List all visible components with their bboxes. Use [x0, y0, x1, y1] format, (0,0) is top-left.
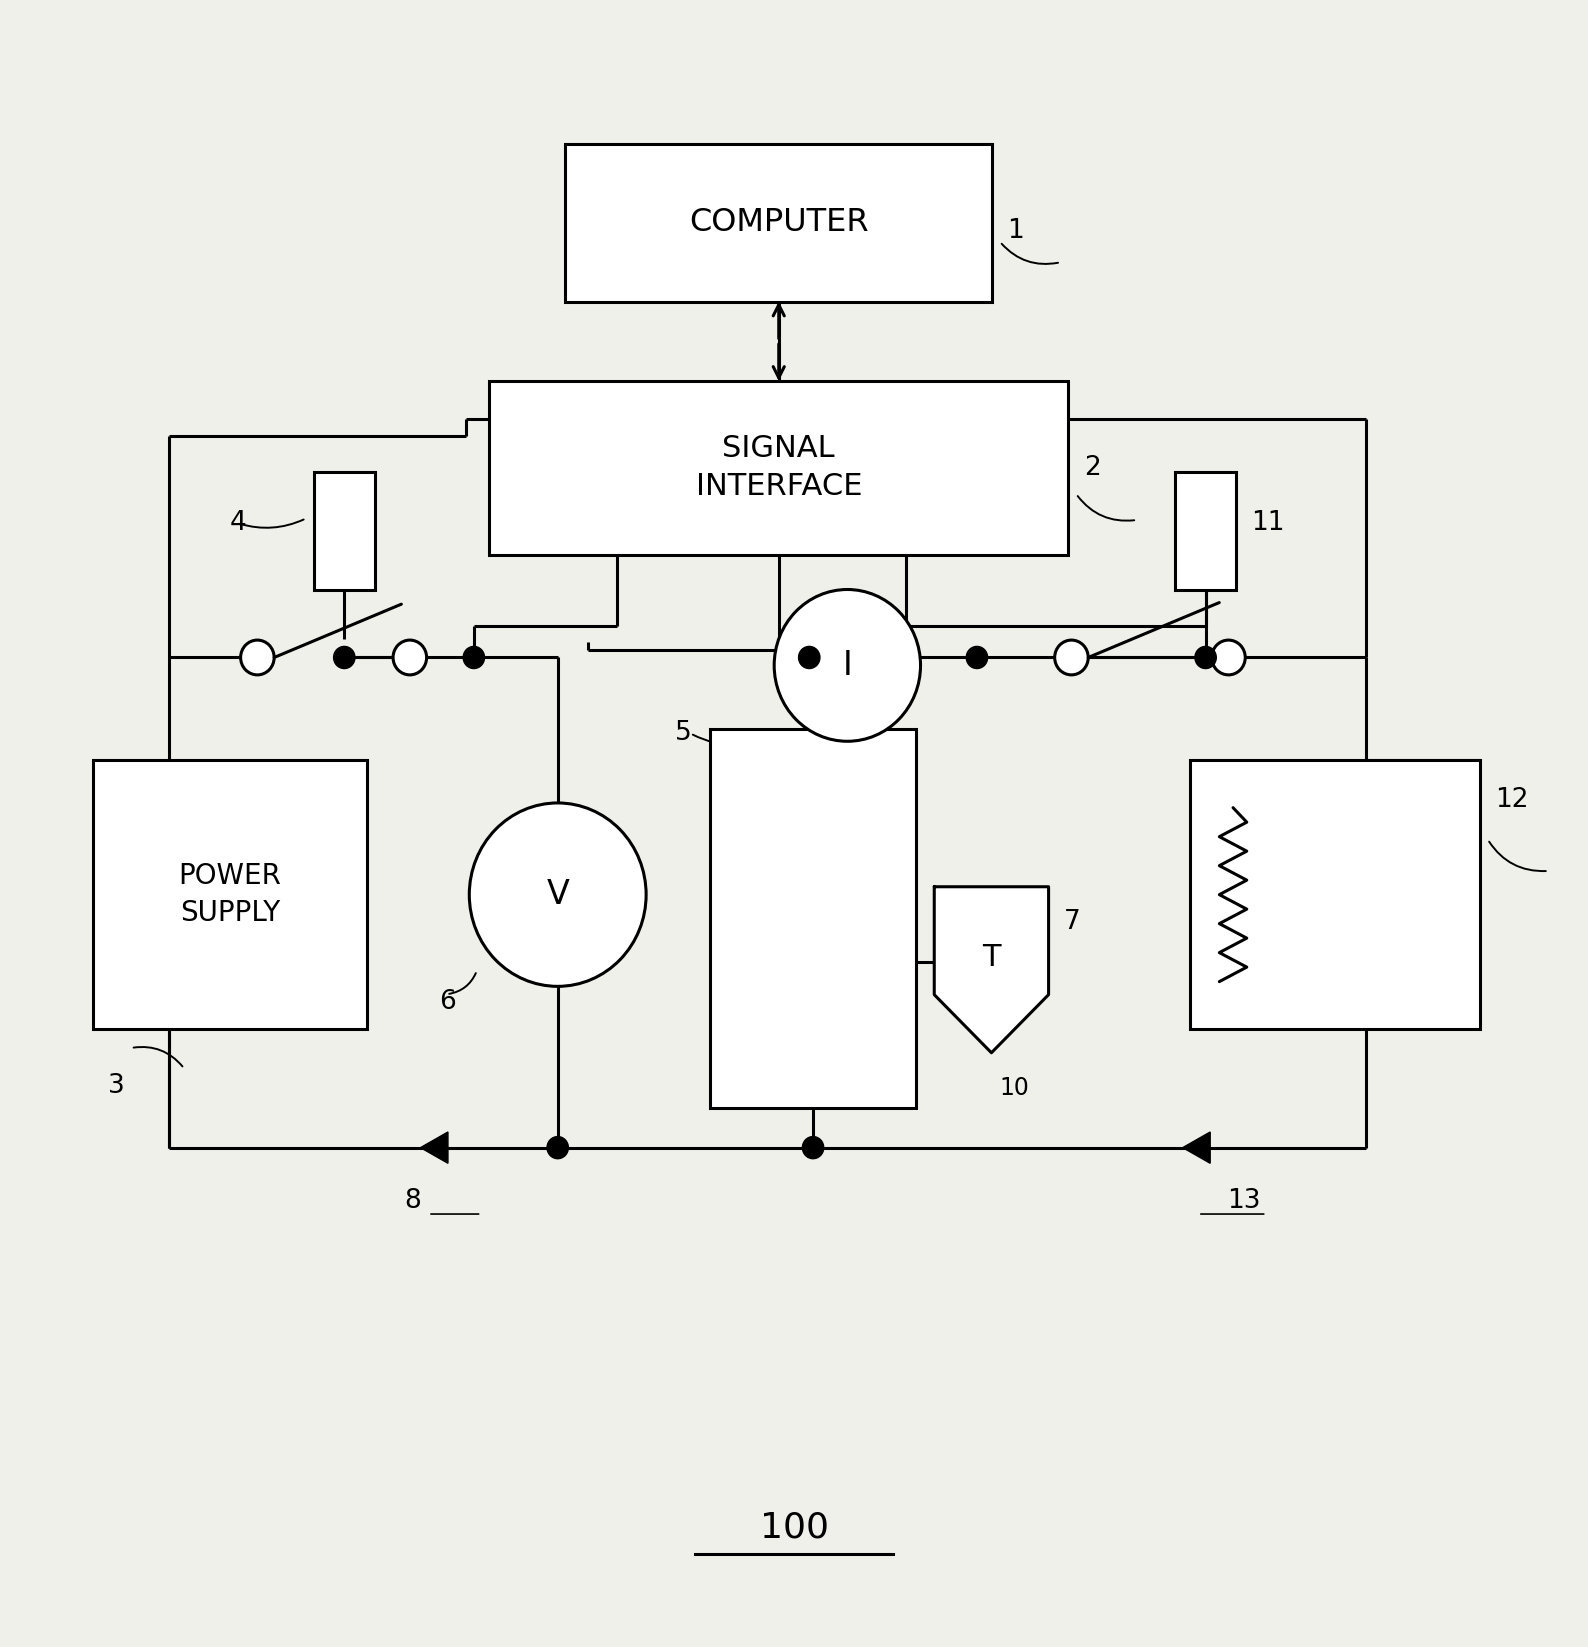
Bar — [92, 761, 367, 1029]
Text: 4: 4 — [230, 511, 246, 535]
Text: 12: 12 — [1496, 787, 1529, 812]
Text: SIGNAL
INTERFACE: SIGNAL INTERFACE — [696, 435, 862, 501]
Text: (-): (-) — [103, 980, 127, 1001]
Text: 8: 8 — [405, 1187, 421, 1214]
Circle shape — [546, 1136, 569, 1159]
Text: 5: 5 — [675, 720, 692, 746]
Text: V: V — [546, 878, 569, 911]
Text: 10: 10 — [999, 1075, 1029, 1100]
Polygon shape — [934, 886, 1048, 1052]
Circle shape — [802, 1136, 824, 1159]
Text: T: T — [981, 942, 1000, 972]
Circle shape — [394, 641, 427, 675]
Text: 100: 100 — [759, 1510, 829, 1545]
Bar — [314, 471, 375, 590]
Bar — [489, 380, 1069, 555]
Text: 1: 1 — [1007, 217, 1024, 244]
Circle shape — [1194, 646, 1216, 669]
Circle shape — [1054, 641, 1088, 675]
Circle shape — [333, 646, 356, 669]
Circle shape — [966, 646, 988, 669]
Text: 13: 13 — [1228, 1187, 1261, 1214]
Polygon shape — [421, 1131, 448, 1163]
Circle shape — [775, 590, 921, 741]
Bar — [1175, 471, 1235, 590]
Circle shape — [464, 646, 484, 669]
Text: (+): (+) — [103, 796, 137, 815]
Text: 7: 7 — [1064, 909, 1080, 935]
Text: 11: 11 — [1251, 511, 1285, 535]
Polygon shape — [1183, 1131, 1210, 1163]
Bar — [1191, 761, 1480, 1029]
Bar — [565, 143, 992, 301]
Circle shape — [241, 641, 275, 675]
Text: +: + — [737, 761, 764, 789]
Text: COMPUTER: COMPUTER — [689, 208, 869, 239]
Text: 3: 3 — [108, 1074, 125, 1099]
Text: I: I — [843, 649, 853, 682]
Text: 6: 6 — [438, 990, 456, 1015]
Bar — [710, 728, 916, 1108]
Text: POWER
SUPPLY: POWER SUPPLY — [178, 863, 281, 927]
Text: 2: 2 — [1083, 455, 1100, 481]
Text: LOAD: LOAD — [1363, 881, 1436, 907]
Circle shape — [1212, 641, 1245, 675]
Circle shape — [470, 804, 646, 987]
Circle shape — [799, 646, 819, 669]
